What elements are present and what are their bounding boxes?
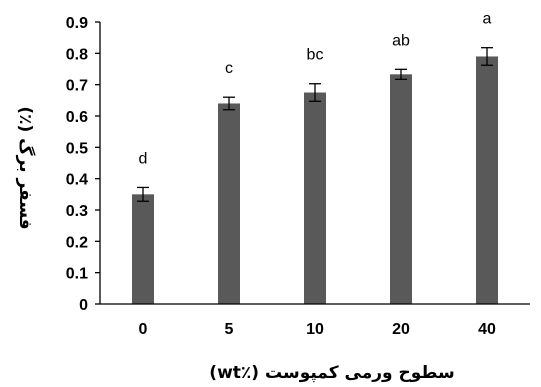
y-tick-label: 0.6 — [66, 109, 88, 126]
x-tick-label: 10 — [306, 321, 324, 338]
x-axis-title: سطوح ورمی کمپوست (٪wt) — [209, 363, 454, 383]
significance-letter: a — [483, 11, 492, 28]
y-tick-label: 0.8 — [66, 46, 88, 63]
y-tick-label: 0 — [79, 297, 88, 314]
y-axis-ticks: 0 0.1 0.2 0.3 0.4 0.5 0.6 0.7 0.8 0.9 — [66, 15, 100, 314]
x-tick-label: 40 — [478, 321, 496, 338]
x-axis-ticks: 0 5 10 20 40 — [139, 321, 496, 338]
bar — [390, 74, 412, 305]
y-tick-label: 0.1 — [66, 266, 88, 283]
bar — [132, 194, 154, 304]
significance-letter: bc — [307, 47, 324, 64]
bar — [476, 56, 498, 304]
significance-letters: d c bc ab a — [139, 11, 492, 168]
y-tick-label: 0.2 — [66, 234, 88, 251]
significance-letter: d — [139, 150, 148, 167]
significance-letter: c — [225, 60, 233, 77]
error-bars — [137, 47, 493, 202]
x-tick-label: 20 — [392, 321, 410, 338]
y-tick-label: 0.9 — [66, 15, 88, 32]
y-tick-label: 0.3 — [66, 203, 88, 220]
bars — [132, 56, 498, 305]
significance-letter: ab — [392, 32, 410, 49]
bar — [304, 92, 326, 304]
bar — [218, 103, 240, 304]
y-tick-label: 0.5 — [66, 140, 88, 157]
x-tick-label: 5 — [225, 321, 234, 338]
x-tick-label: 0 — [139, 321, 148, 338]
y-tick-label: 0.4 — [66, 172, 88, 189]
y-tick-label: 0.7 — [66, 78, 88, 95]
y-axis-title: فسفر برگ (٪) — [15, 106, 35, 229]
